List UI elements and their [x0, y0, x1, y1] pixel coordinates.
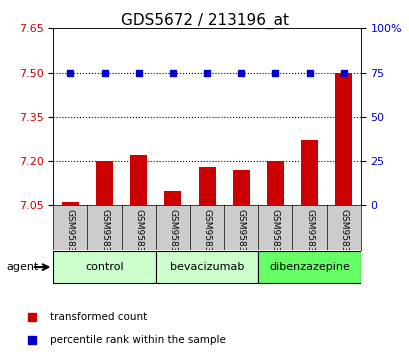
Bar: [266, 161, 283, 205]
Text: GDS5672 / 213196_at: GDS5672 / 213196_at: [121, 12, 288, 29]
Bar: [62, 202, 79, 205]
Text: GSM958322: GSM958322: [66, 209, 75, 264]
Text: agent: agent: [6, 262, 38, 272]
Text: GSM958327: GSM958327: [338, 209, 347, 264]
Text: transformed count: transformed count: [50, 312, 147, 322]
Bar: [96, 161, 113, 205]
Text: GSM958330: GSM958330: [236, 209, 245, 264]
Text: bevacizumab: bevacizumab: [169, 262, 244, 272]
Text: dibenzazepine: dibenzazepine: [268, 262, 349, 272]
FancyBboxPatch shape: [258, 251, 360, 283]
Text: GSM958328: GSM958328: [168, 209, 177, 264]
Text: control: control: [85, 262, 124, 272]
Bar: [300, 141, 317, 205]
Bar: [130, 155, 147, 205]
Bar: [334, 73, 351, 205]
Bar: [232, 170, 249, 205]
Text: GSM958323: GSM958323: [100, 209, 109, 264]
Bar: [198, 167, 215, 205]
FancyBboxPatch shape: [53, 251, 155, 283]
Text: GSM958325: GSM958325: [270, 209, 279, 264]
FancyBboxPatch shape: [155, 251, 258, 283]
Text: GSM958324: GSM958324: [134, 209, 143, 264]
Bar: [164, 190, 181, 205]
Text: GSM958329: GSM958329: [202, 209, 211, 264]
Text: percentile rank within the sample: percentile rank within the sample: [50, 335, 225, 346]
Text: GSM958326: GSM958326: [304, 209, 313, 264]
